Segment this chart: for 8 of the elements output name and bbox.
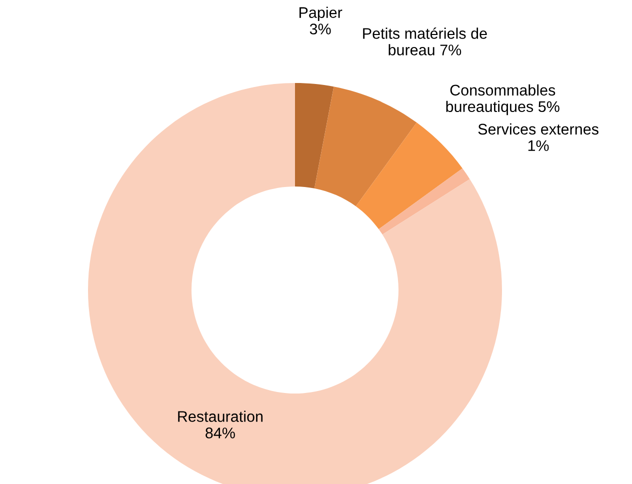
slice-label: Consommables bureautiques 5% (446, 84, 560, 116)
slice-label: Services externes (478, 123, 598, 135)
slice-label: Papier (300, 6, 342, 21)
data-label: 1% (528, 140, 549, 152)
slice-label: Restauration (178, 410, 263, 422)
slice-label: Petits matériels de bureau 7% (363, 28, 487, 56)
data-label: 84% (206, 428, 235, 438)
data-label: 3% (310, 24, 331, 34)
